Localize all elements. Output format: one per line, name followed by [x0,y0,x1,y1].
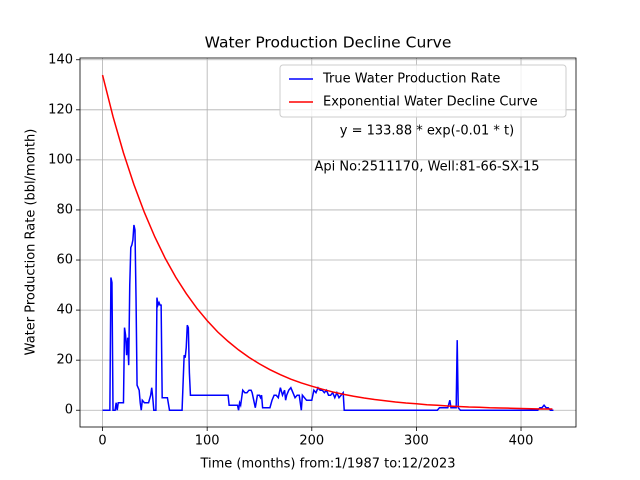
legend-box [279,64,567,118]
y-tick-label: 120 [48,102,73,117]
legend-label: True Water Production Rate [322,72,500,87]
x-tick-label: 400 [509,434,534,449]
x-tick-label: 100 [195,434,220,449]
legend-label: Exponential Water Decline Curve [323,95,538,110]
x-axis-label: Time (months) from:1/1987 to:12/2023 [199,457,455,472]
y-tick-label: 140 [48,52,73,67]
y-tick-label: 40 [56,303,73,318]
plot-area [101,74,554,411]
y-tick-label: 0 [65,403,73,418]
well-annotation: Api No:2511170, Well:81-66-SX-15 [314,160,539,175]
x-tick-label: 200 [299,434,324,449]
grid [80,58,576,427]
y-axis-label: Water Production Rate (bbl/month) [24,129,39,356]
data-line [101,74,553,410]
x-tick-label: 0 [98,434,106,449]
legend: True Water Production Rate Exponential Wa… [279,64,567,118]
chart-title: Water Production Decline Curve [205,34,452,52]
x-tick-label: 300 [404,434,429,449]
y-tick-label: 80 [56,202,73,217]
y-tick-label: 20 [56,353,73,368]
equation-annotation: y = 133.88 * exp(-0.01 * t) [340,124,514,139]
axes-frame [79,57,577,428]
y-tick-label: 100 [48,152,73,167]
y-tick-label: 60 [56,253,73,268]
